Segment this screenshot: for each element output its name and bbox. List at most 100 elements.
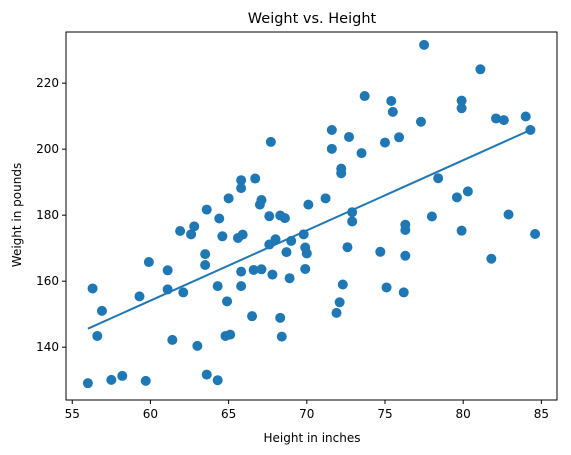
scatter-point — [320, 193, 331, 204]
scatter-point — [212, 281, 223, 292]
scatter-point — [256, 264, 267, 275]
scatter-point — [256, 194, 267, 205]
chart-title: Weight vs. Height — [248, 11, 377, 27]
scatter-point — [140, 375, 151, 386]
scatter-point — [334, 297, 345, 308]
y-axis: 140 160 180 200 220 — [36, 76, 66, 354]
scatter-point — [486, 253, 497, 264]
scatter-point — [386, 95, 397, 106]
scatter-point — [106, 374, 117, 385]
scatter-point — [214, 213, 225, 224]
x-axis-title: Height in inches — [263, 431, 360, 445]
regression-line — [87, 129, 531, 330]
scatter-point — [530, 228, 541, 239]
scatter-point — [337, 279, 348, 290]
scatter-point — [200, 260, 211, 271]
scatter-point — [503, 209, 514, 220]
scatter-point — [275, 312, 286, 323]
scatter-point — [236, 175, 247, 186]
scatter-point — [356, 148, 367, 159]
x-axis: 55 60 65 70 75 80 85 — [65, 400, 549, 421]
scatter-point — [491, 113, 502, 124]
scatter-point — [117, 370, 128, 381]
y-axis-title: Weight in pounds — [10, 163, 24, 267]
scatter-point — [344, 131, 355, 142]
scatter-point — [236, 266, 247, 277]
scatter-point — [276, 331, 287, 342]
scatter-point — [87, 283, 98, 294]
scatter-point — [267, 269, 278, 280]
x-tick-label: 75 — [377, 407, 392, 421]
scatter-point — [265, 136, 276, 147]
scatter-point — [433, 173, 444, 184]
scatter-point — [520, 111, 531, 122]
scatter-point — [303, 199, 314, 210]
scatter-point — [342, 242, 353, 253]
scatter-point — [248, 264, 259, 275]
scatter-point — [301, 248, 312, 259]
scatter-point — [381, 282, 392, 293]
y-tick-label: 140 — [36, 340, 59, 354]
scatter-point — [394, 132, 405, 143]
scatter-point — [326, 143, 337, 154]
scatter-point — [236, 281, 247, 292]
scatter-point — [379, 137, 390, 148]
scatter-point — [456, 103, 467, 114]
y-tick-label: 180 — [36, 208, 59, 222]
scatter-point — [134, 291, 145, 302]
scatter-point — [222, 296, 233, 307]
scatter-point — [167, 334, 178, 345]
scatter-point — [298, 229, 309, 240]
scatter-point — [326, 125, 337, 136]
scatter-point — [456, 95, 467, 106]
scatter-point — [201, 369, 212, 380]
x-tick-label: 85 — [534, 407, 549, 421]
scatter-point — [178, 287, 189, 298]
scatter-point — [186, 229, 197, 240]
scatter-point — [426, 211, 437, 222]
scatter-point — [387, 106, 398, 117]
scatter-point — [82, 378, 93, 389]
scatter-point — [264, 211, 275, 222]
scatter-point — [475, 64, 486, 75]
scatter-point — [217, 231, 228, 242]
scatter-point — [247, 311, 258, 322]
y-tick-label: 220 — [36, 76, 59, 90]
scatter-point — [250, 173, 261, 184]
scatter-point — [237, 229, 248, 240]
scatter-point — [175, 226, 186, 237]
scatter-point — [223, 193, 234, 204]
scatter-point — [462, 186, 473, 197]
y-tick-label: 200 — [36, 142, 59, 156]
scatter-point — [456, 225, 467, 236]
scatter-point — [143, 257, 154, 268]
scatter-point — [225, 329, 236, 340]
scatter-point — [92, 330, 103, 341]
scatter-point — [201, 204, 212, 215]
scatter-point — [398, 287, 409, 298]
x-tick-label: 70 — [299, 407, 314, 421]
scatter-point — [284, 273, 295, 284]
scatter-point — [415, 116, 426, 127]
x-tick-label: 65 — [221, 407, 236, 421]
scatter-point — [331, 307, 342, 318]
scatter-point — [336, 168, 347, 179]
plot-frame — [65, 31, 558, 401]
scatter-point — [359, 91, 370, 102]
scatter-point — [192, 340, 203, 351]
scatter-point — [162, 265, 173, 276]
scatter-point — [236, 183, 247, 194]
scatter-point — [375, 246, 386, 257]
scatter-point — [419, 39, 430, 50]
x-tick-label: 60 — [143, 407, 158, 421]
scatter-point — [96, 305, 107, 316]
x-tick-label: 55 — [65, 407, 80, 421]
scatter-point — [400, 219, 411, 230]
scatter-point — [281, 247, 292, 258]
scatter-point — [270, 234, 281, 245]
scatter-point — [212, 375, 223, 386]
scatter-point — [189, 221, 200, 232]
scatter-point — [300, 263, 311, 274]
